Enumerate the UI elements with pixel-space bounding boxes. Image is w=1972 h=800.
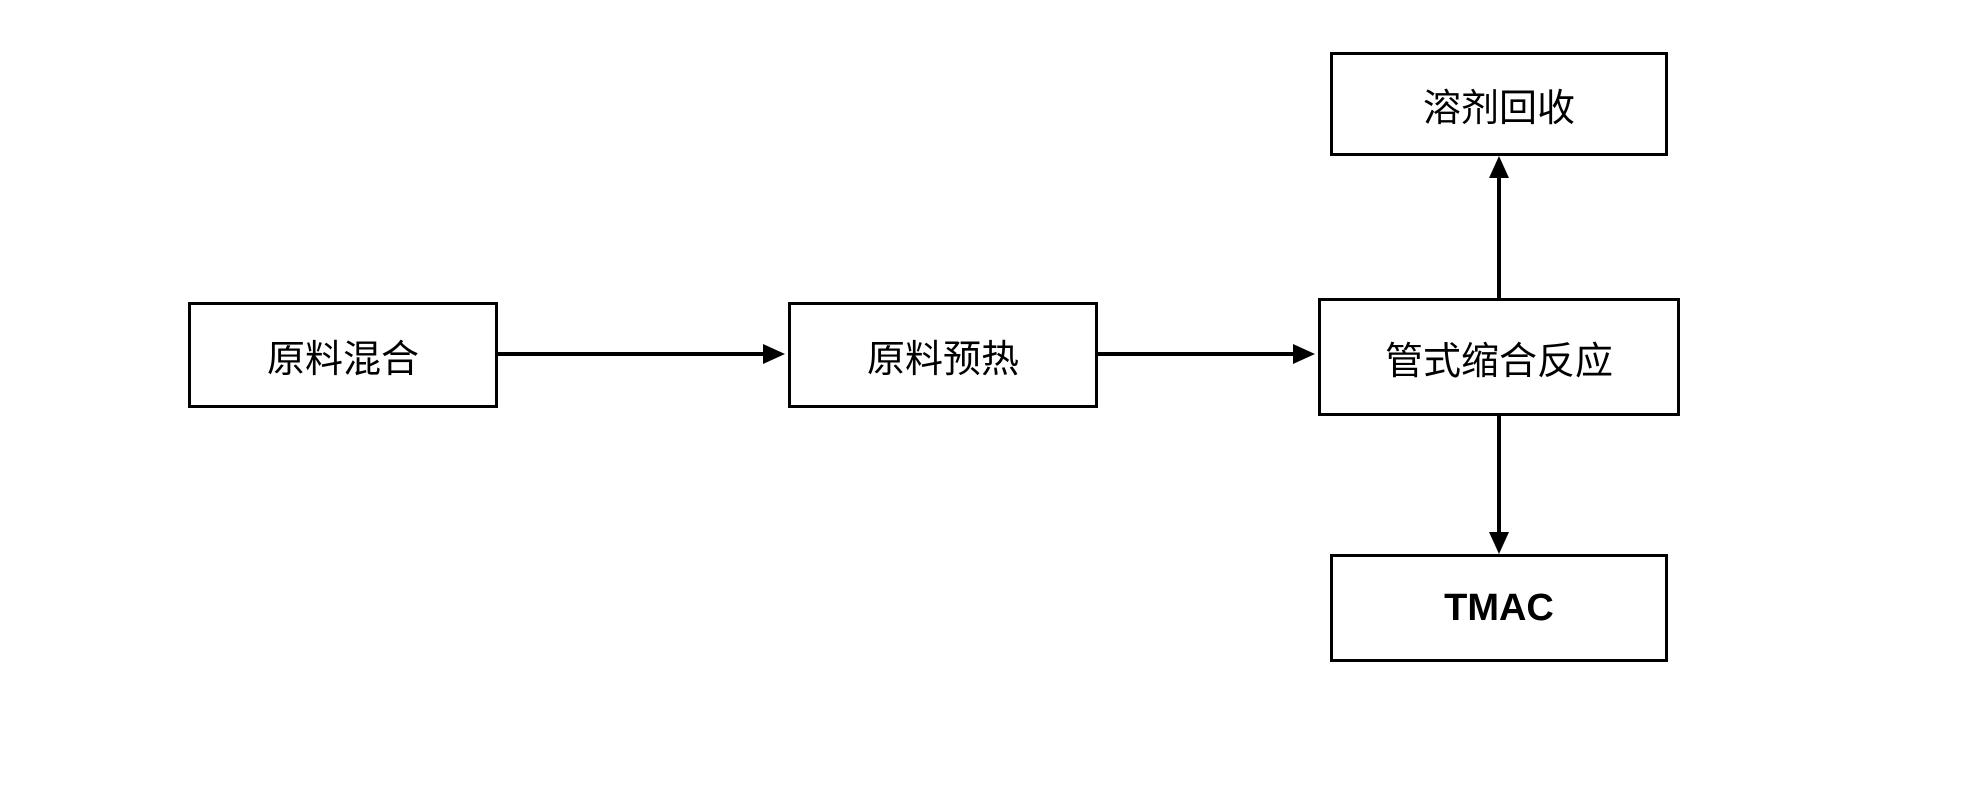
edge-line [498, 352, 763, 356]
node-tube-condensation: 管式缩合反应 [1318, 298, 1680, 416]
node-label: 管式缩合反应 [1385, 330, 1613, 385]
arrow-right-icon [1293, 344, 1315, 364]
arrow-right-icon [763, 344, 785, 364]
node-label: 原料混合 [267, 328, 419, 383]
node-label: TMAC [1444, 587, 1554, 630]
edge-line [1098, 352, 1293, 356]
arrow-down-icon [1489, 532, 1509, 554]
edge-line [1497, 416, 1501, 532]
node-tmac: TMAC [1330, 554, 1668, 662]
edge-line [1497, 178, 1501, 298]
node-raw-mixing: 原料混合 [188, 302, 498, 408]
arrow-up-icon [1489, 156, 1509, 178]
node-label: 原料预热 [867, 328, 1019, 383]
node-label: 溶剂回收 [1423, 77, 1575, 132]
node-raw-preheat: 原料预热 [788, 302, 1098, 408]
node-solvent-recovery: 溶剂回收 [1330, 52, 1668, 156]
